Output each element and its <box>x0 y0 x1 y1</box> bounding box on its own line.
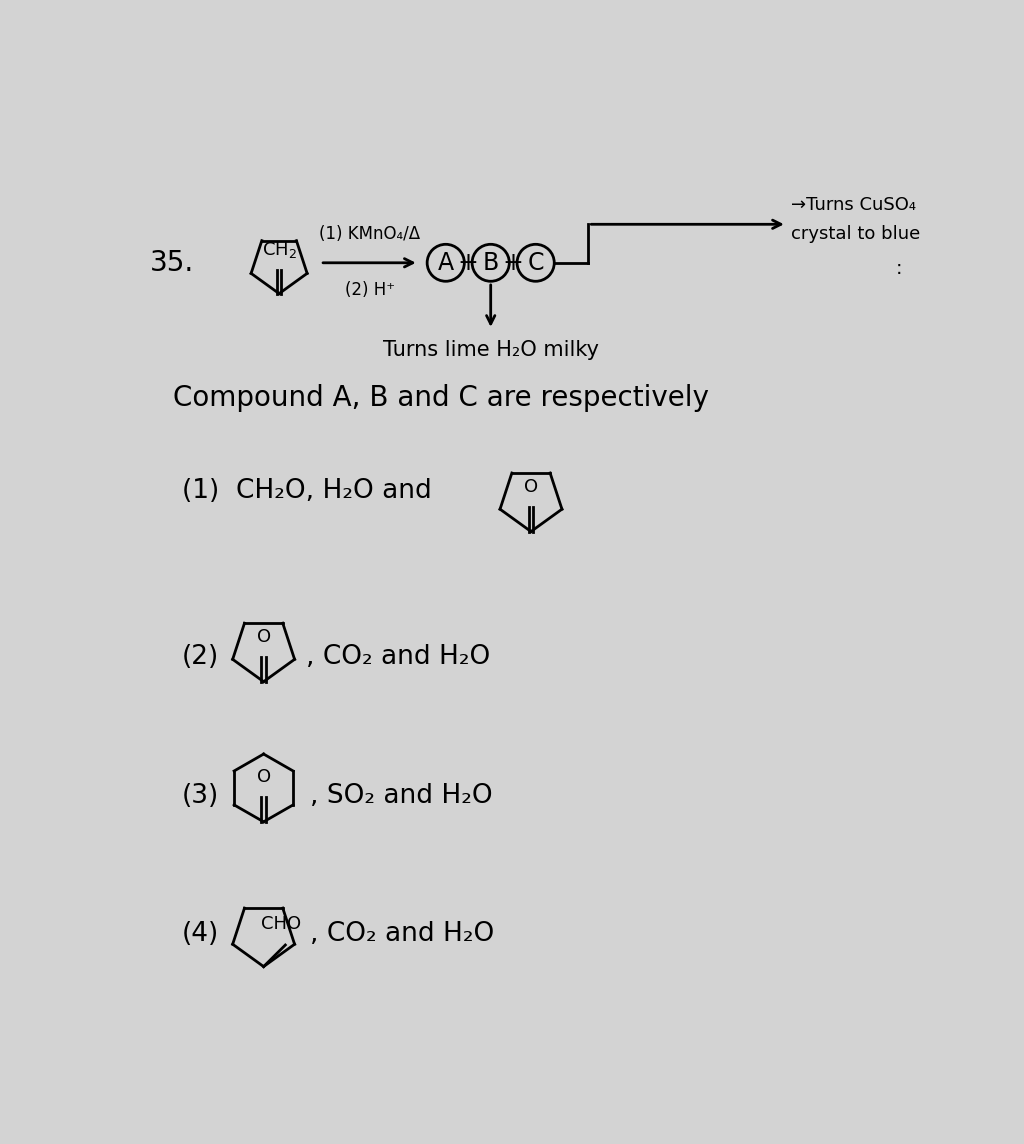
Text: B: B <box>482 251 499 275</box>
Text: :: : <box>895 259 902 278</box>
Text: , SO₂ and H₂O: , SO₂ and H₂O <box>310 782 493 809</box>
Text: (1) KMnO₄/Δ: (1) KMnO₄/Δ <box>319 224 421 243</box>
Text: →Turns CuSO₄: →Turns CuSO₄ <box>791 197 915 214</box>
Text: , CO₂ and H₂O: , CO₂ and H₂O <box>306 644 490 670</box>
Text: O: O <box>257 628 270 646</box>
Text: CH$_2$: CH$_2$ <box>261 240 297 260</box>
Text: O: O <box>524 478 538 496</box>
Text: O: O <box>257 769 270 786</box>
Text: C: C <box>527 251 544 275</box>
Text: (2): (2) <box>182 644 219 670</box>
Text: (4): (4) <box>182 921 219 947</box>
Text: (1)  CH₂O, H₂O and: (1) CH₂O, H₂O and <box>182 478 432 505</box>
Text: (2) H⁺: (2) H⁺ <box>345 281 395 300</box>
Text: CHO: CHO <box>261 915 301 932</box>
Text: Compound A, B and C are respectively: Compound A, B and C are respectively <box>173 383 709 412</box>
Text: +: + <box>503 251 523 275</box>
Text: Turns lime H₂O milky: Turns lime H₂O milky <box>383 340 599 360</box>
Text: , CO₂ and H₂O: , CO₂ and H₂O <box>310 921 495 947</box>
Text: +: + <box>458 251 478 275</box>
Text: 35.: 35. <box>150 248 194 277</box>
Text: (3): (3) <box>182 782 219 809</box>
Text: crystal to blue: crystal to blue <box>791 224 920 243</box>
Text: A: A <box>437 251 454 275</box>
